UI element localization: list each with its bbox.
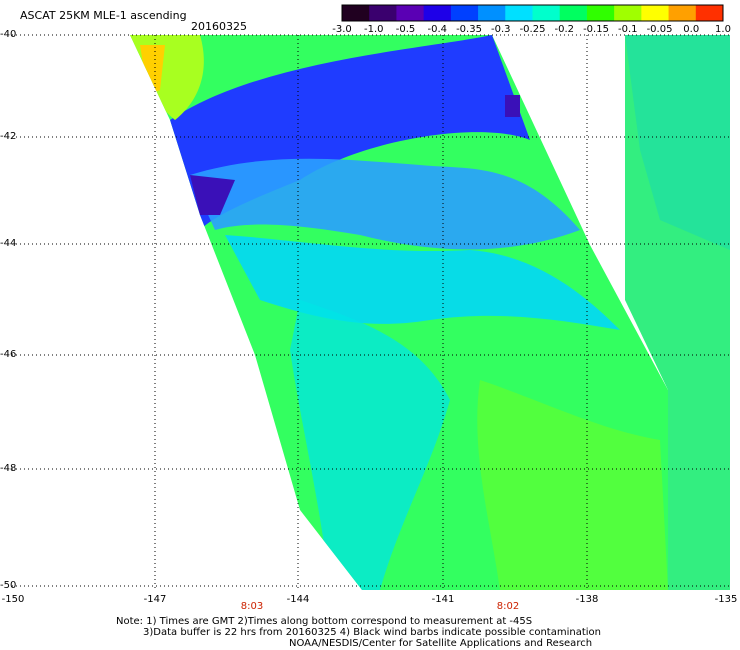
note-line-1: Note: 1) Times are GMT 2)Times along bot…: [116, 616, 533, 627]
colorbar-tick-label: -0.4: [427, 24, 448, 35]
colorbar-swatch: [369, 5, 397, 21]
lat-label: -46: [0, 349, 17, 360]
colorbar-labels: -3.0 -1.0 -0.5 -0.4 -0.35 -0.3 -0.25 -0.2 -0.15-…: [332, 24, 731, 36]
colorbar-swatch: [396, 5, 425, 21]
colorbar-tick-label: -1.0: [363, 24, 384, 35]
lat-label: -40: [0, 29, 17, 40]
lat-label: -42: [0, 131, 17, 142]
colorbar-swatch: [478, 5, 506, 21]
colorbar-tick-label: -0.05: [646, 24, 673, 35]
colorbar-swatch: [559, 5, 588, 21]
lon-label: -135: [714, 594, 738, 605]
chart-date: 20160325: [191, 20, 247, 33]
lat-label: -50: [0, 580, 17, 591]
colorbar-swatch: [532, 5, 561, 21]
colorbar-swatch: [423, 5, 452, 21]
lat-label: -48: [0, 463, 17, 474]
colorbar-swatch: [342, 5, 370, 21]
colorbar-tick-label: -0.25: [519, 24, 546, 35]
colorbar-swatch: [450, 5, 479, 21]
colorbar-tick-label: 1.0: [715, 24, 731, 35]
time-label: 8:03: [240, 601, 264, 612]
colorbar-swatch: [505, 5, 533, 21]
colorbar-swatch: [614, 5, 642, 21]
colorbar-tick-label: -3.0: [332, 24, 352, 35]
time-label: 8:02: [496, 601, 520, 612]
colorbar-tick-label: -0.2: [554, 24, 575, 35]
lon-label: -144: [286, 594, 310, 605]
note-line-3: NOAA/NESDIS/Center for Satellite Applica…: [289, 638, 593, 649]
colorbar-tick-label: -0.3: [490, 24, 511, 35]
colorbar: [341, 4, 724, 22]
colorbar-tick-label: 0.0: [683, 24, 700, 35]
note-line-2: 3)Data buffer is 22 hrs from 20160325 4)…: [143, 627, 601, 638]
colorbar-swatch: [695, 5, 724, 21]
chart-title: ASCAT 25KM MLE-1 ascending: [20, 9, 187, 22]
colorbar-swatch: [668, 5, 697, 21]
colorbar-swatch: [641, 5, 670, 21]
lon-label: -141: [431, 594, 455, 605]
colorbar-frame: [341, 4, 724, 22]
colorbar-tick-label: -0.15: [583, 24, 609, 35]
colorbar-tick-label: -0.5: [395, 24, 416, 35]
colorbar-tick-label: -0.1: [617, 24, 638, 35]
lat-lon-grid: [12, 34, 730, 590]
colorbar-tick-label: -0.35: [456, 24, 482, 35]
lon-label: -150: [1, 594, 25, 605]
colorbar-swatch: [586, 5, 615, 21]
lon-label: -147: [143, 594, 167, 605]
lat-label: -44: [0, 238, 17, 249]
lon-label: -138: [575, 594, 599, 605]
swath: [130, 35, 668, 590]
